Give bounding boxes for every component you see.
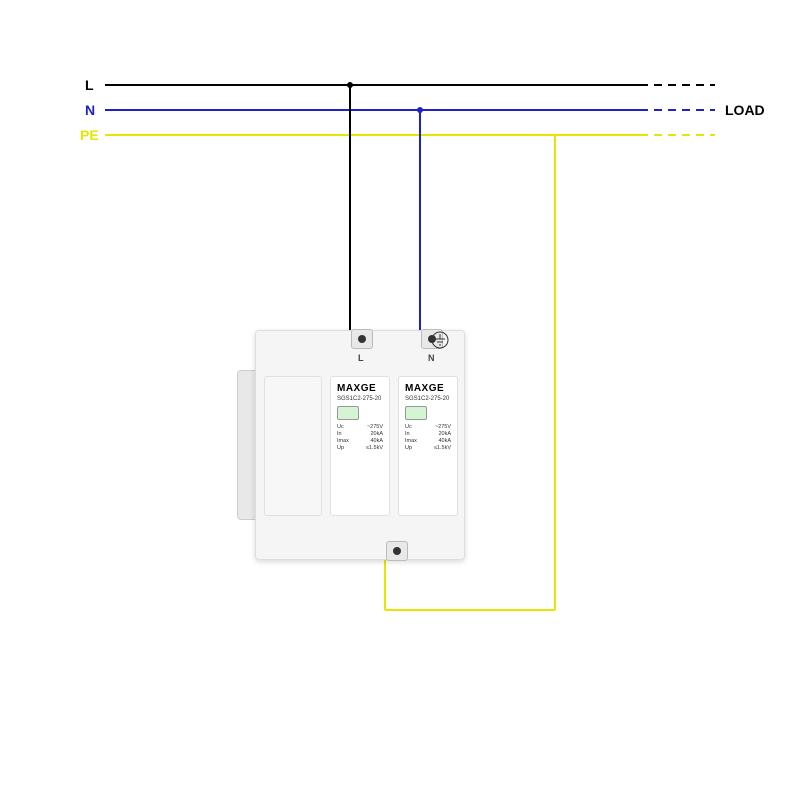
- rating-up-L: Up≤1.5kV: [337, 445, 383, 451]
- din-rail-clip: [237, 370, 257, 520]
- rating-up-N: Up≤1.5kV: [405, 445, 451, 451]
- label-PE: PE: [80, 127, 99, 143]
- model-text-L: SGS1C2-275-20: [337, 396, 383, 402]
- device-body: L N MAXGE SGS1C2-275-20 Uc~275V In20kA I…: [255, 330, 465, 560]
- device-pole-N: MAXGE SGS1C2-275-20 Uc~275V In20kA Imax4…: [398, 376, 458, 516]
- label-LOAD: LOAD: [725, 102, 765, 118]
- label-N: N: [85, 102, 95, 118]
- model-text-N: SGS1C2-275-20: [405, 396, 451, 402]
- terminal-PE: [386, 541, 408, 561]
- surge-protector-device: L N MAXGE SGS1C2-275-20 Uc~275V In20kA I…: [245, 320, 470, 570]
- rating-in-N: In20kA: [405, 431, 451, 437]
- device-pole-L: MAXGE SGS1C2-275-20 Uc~275V In20kA Imax4…: [330, 376, 390, 516]
- status-window-N: [405, 406, 427, 420]
- rating-uc-N: Uc~275V: [405, 424, 451, 430]
- terminal-label-N: N: [428, 353, 435, 363]
- rating-in-L: In20kA: [337, 431, 383, 437]
- rating-imax-L: Imax40kA: [337, 438, 383, 444]
- rating-imax-N: Imax40kA: [405, 438, 451, 444]
- rating-uc-L: Uc~275V: [337, 424, 383, 430]
- terminal-L: [351, 329, 373, 349]
- brand-text-L: MAXGE: [337, 383, 383, 394]
- terminal-label-L: L: [358, 353, 364, 363]
- device-blank-pole: [264, 376, 322, 516]
- ground-icon: [431, 331, 449, 349]
- status-window-L: [337, 406, 359, 420]
- label-L: L: [85, 77, 94, 93]
- brand-text-N: MAXGE: [405, 383, 451, 394]
